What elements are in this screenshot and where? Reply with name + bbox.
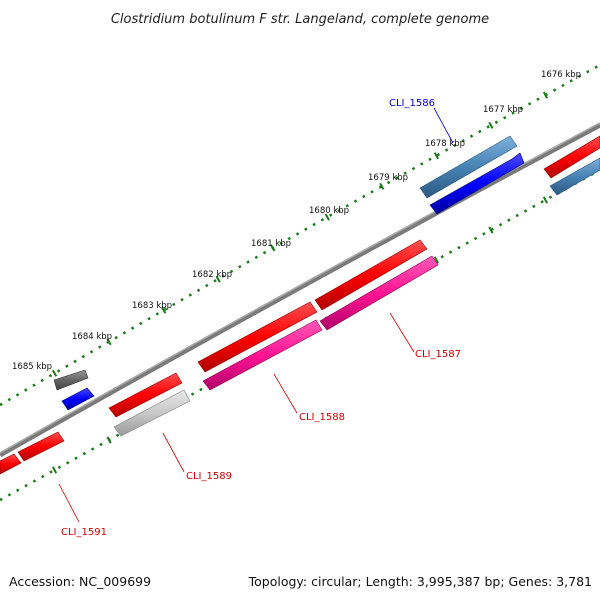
major-tick <box>215 275 221 283</box>
gene-label-cli-1589[interactable]: CLI_1589 <box>186 471 232 482</box>
feature-cli-1591-red-b[interactable] <box>0 453 22 475</box>
tick-label-1682: 1682 kbp <box>192 270 232 280</box>
tick-label-1684: 1684 kbp <box>72 332 112 342</box>
tick-label-1676: 1676 kbp <box>541 70 581 80</box>
gene-label-cli-1586[interactable]: CLI_1586 <box>389 98 435 109</box>
outer-major-ticks <box>51 91 548 377</box>
feature-cli-1588[interactable] <box>202 319 323 391</box>
feature-cli-1589-red[interactable] <box>108 372 183 418</box>
tick-label-1677: 1677 kbp <box>483 105 523 115</box>
major-tick <box>324 213 330 221</box>
outer-tick-ring <box>0 63 600 407</box>
tick-label-1681: 1681 kbp <box>251 239 291 249</box>
feature-cli-1588-red[interactable] <box>197 301 318 373</box>
major-tick <box>433 152 439 160</box>
leader-line-cli-1591 <box>58 483 80 523</box>
accession-text: Accession: NC_009699 <box>9 574 151 589</box>
genome-backbone <box>0 122 600 458</box>
leader-line-cli-1589 <box>162 432 185 473</box>
feature-darkgray-small[interactable] <box>53 369 89 391</box>
major-tick <box>161 306 167 314</box>
major-tick <box>106 436 112 444</box>
feature-cli-1589[interactable] <box>113 389 191 437</box>
major-tick <box>542 196 548 204</box>
major-tick <box>52 466 58 474</box>
major-tick <box>379 182 385 190</box>
tick-label-1680: 1680 kbp <box>309 206 349 216</box>
feature-cli-1591-red-a[interactable] <box>17 431 65 462</box>
tick-label-1685: 1685 kbp <box>12 362 52 372</box>
gene-label-cli-1587[interactable]: CLI_1587 <box>415 349 461 360</box>
gene-label-cli-1588[interactable]: CLI_1588 <box>299 412 345 423</box>
feature-right-steel-1[interactable] <box>549 157 600 196</box>
major-tick <box>542 91 548 99</box>
major-tick <box>488 226 494 234</box>
tick-label-1683: 1683 kbp <box>132 301 172 311</box>
feature-cli-1586[interactable] <box>429 152 525 215</box>
leader-line-cli-1586 <box>433 107 454 144</box>
feature-blue-small[interactable] <box>61 387 95 411</box>
tick-label-1678: 1678 kbp <box>425 139 465 149</box>
leader-line-cli-1587 <box>389 312 415 353</box>
major-tick <box>488 121 494 129</box>
tick-label-1679: 1679 kbp <box>368 173 408 183</box>
feature-cli-1587-red[interactable] <box>314 239 428 311</box>
major-tick <box>270 244 276 252</box>
major-tick <box>51 369 58 377</box>
genome-summary-text: Topology: circular; Length: 3,995,387 bp… <box>248 574 592 589</box>
feature-right-red-1[interactable] <box>543 135 600 179</box>
major-tick <box>433 256 439 264</box>
feature-cli-1586-steel[interactable] <box>419 135 518 199</box>
gene-label-cli-1591[interactable]: CLI_1591 <box>61 527 107 538</box>
major-tick <box>106 338 112 346</box>
feature-cli-1587[interactable] <box>319 255 439 331</box>
leader-line-cli-1588 <box>273 373 298 414</box>
map-title: Clostridium botulinum F str. Langeland, … <box>111 12 489 27</box>
